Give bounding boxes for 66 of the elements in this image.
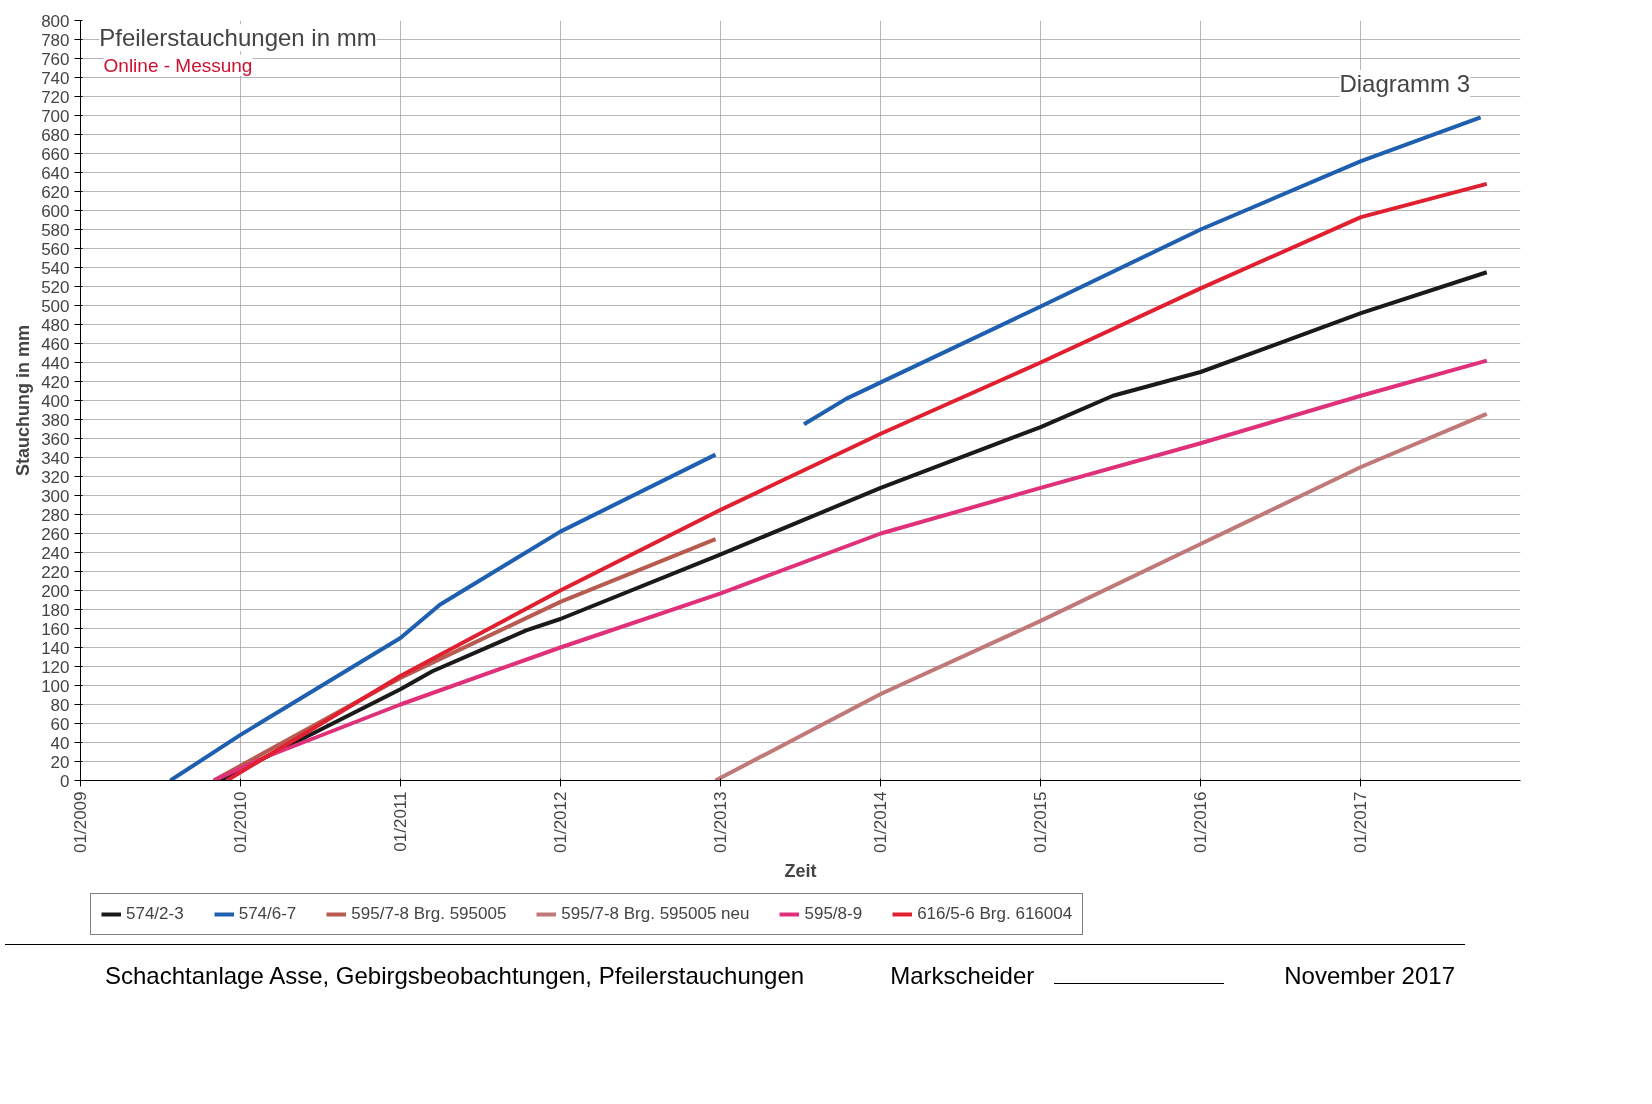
y-tick-label: 140 <box>41 638 70 658</box>
y-tick-label: 440 <box>41 353 70 373</box>
annotation: Diagramm 3 <box>1339 69 1471 97</box>
legend-label: 595/7-8 Brg. 595005 <box>351 904 507 924</box>
legend-label: 595/7-8 Brg. 595005 neu <box>561 904 750 924</box>
y-tick-label: 560 <box>41 239 70 259</box>
y-tick-label: 160 <box>41 619 70 639</box>
y-tick-label: 620 <box>41 182 70 202</box>
y-tick-label: 380 <box>41 410 70 430</box>
y-tick-label: 80 <box>50 695 70 715</box>
y-tick-label: 780 <box>41 30 70 50</box>
y-tick-label: 460 <box>41 334 70 354</box>
y-tick-label: 60 <box>50 714 70 734</box>
y-tick-label: 220 <box>41 562 70 582</box>
y-tick-label: 120 <box>41 657 70 677</box>
y-tick-label: 800 <box>41 11 70 31</box>
y-tick-label: 520 <box>41 277 70 297</box>
y-tick-label: 0 <box>60 771 70 791</box>
legend-label: 595/8-9 <box>804 904 863 924</box>
y-tick-label: 400 <box>41 391 70 411</box>
y-tick-label: 340 <box>41 448 70 468</box>
line-series <box>713 411 1489 781</box>
x-tick-label: 01/2016 <box>1191 791 1211 853</box>
y-tick-label: 320 <box>41 467 70 487</box>
legend-label: 574/6-7 <box>238 904 297 924</box>
y-tick-label: 680 <box>41 125 70 145</box>
y-tick-label: 480 <box>41 315 70 335</box>
x-tick-label: 01/2010 <box>230 791 250 853</box>
x-tick-label: 01/2011 <box>390 791 410 852</box>
x-tick-label: 01/2012 <box>550 791 570 853</box>
y-tick-label: 720 <box>41 87 70 107</box>
x-axis-title: Zeit <box>784 860 817 881</box>
x-tick-label: 01/2017 <box>1351 791 1371 853</box>
y-tick-label: 420 <box>41 372 70 392</box>
y-tick-label: 360 <box>41 429 70 449</box>
y-tick-label: 700 <box>41 106 70 126</box>
y-tick-label: 40 <box>50 733 70 753</box>
text: November 2017 <box>1284 961 1455 991</box>
y-tick-label: 260 <box>41 524 70 544</box>
y-tick-label: 660 <box>41 144 70 164</box>
y-tick-label: 280 <box>41 505 70 525</box>
x-tick-label: 01/2014 <box>871 791 891 853</box>
y-tick-label: 640 <box>41 163 70 183</box>
x-tick-label: 01/2015 <box>1031 791 1051 853</box>
y-tick-label: 100 <box>41 676 70 696</box>
y-tick-label: 740 <box>41 68 70 88</box>
x-tick-label: 01/2009 <box>71 791 90 853</box>
text: Markscheider <box>890 961 1036 991</box>
y-tick-label: 600 <box>41 201 70 221</box>
y-tick-label: 300 <box>41 486 70 506</box>
y-tick-label: 200 <box>41 581 70 601</box>
y-tick-label: 580 <box>41 220 70 240</box>
y-tick-label: 500 <box>41 296 70 316</box>
legend-label: 574/2-3 <box>126 904 184 924</box>
y-axis-title: Stauchung in mm <box>13 324 34 476</box>
x-tick-label: 01/2013 <box>711 791 731 853</box>
y-tick-label: 240 <box>41 543 70 563</box>
legend-label: 616/5-6 Brg. 616004 <box>917 904 1073 924</box>
y-tick-label: 20 <box>50 752 70 772</box>
y-tick-label: 180 <box>41 600 70 620</box>
text: Schachtanlage Asse, Gebirgsbeobachtungen, Pfeilerstauchungen <box>105 961 805 991</box>
y-tick-label: 540 <box>41 258 70 278</box>
text: Online - Messung <box>103 54 253 76</box>
line-series <box>211 358 1489 781</box>
y-tick-label: 760 <box>41 49 70 69</box>
chart-title: Pfeilerstauchungen in mm <box>99 24 377 52</box>
